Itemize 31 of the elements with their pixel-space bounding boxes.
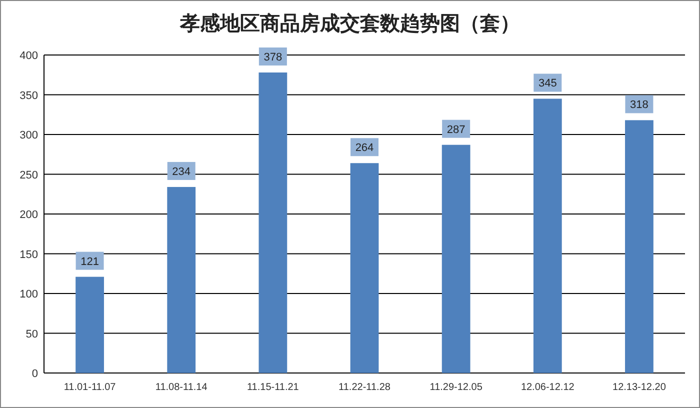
- x-tick-label: 11.22-11.28: [338, 382, 391, 393]
- data-label: 378: [264, 51, 282, 64]
- bar: [442, 144, 470, 373]
- y-tick-label: 400: [20, 50, 38, 62]
- y-tick-label: 200: [20, 209, 38, 221]
- x-tick-label: 11.08-11.14: [155, 382, 208, 393]
- data-label: 121: [80, 256, 99, 268]
- bar: [625, 120, 654, 373]
- y-tick-label: 300: [20, 130, 38, 142]
- bar: [167, 186, 196, 373]
- y-tick-label: 50: [26, 328, 38, 340]
- data-label: 345: [538, 78, 557, 90]
- x-tick-label: 12.13-12.20: [612, 382, 666, 393]
- bar: [76, 276, 104, 373]
- bar: [350, 163, 379, 373]
- x-tick-label: 11.01-11.07: [64, 382, 116, 393]
- chart-title: 孝感地区商品房成交套数趋势图（套）: [179, 12, 520, 35]
- data-label: 264: [355, 142, 374, 154]
- bar: [533, 98, 562, 373]
- y-tick-label: 0: [32, 368, 38, 380]
- y-tick-label: 250: [20, 169, 38, 182]
- x-tick-label: 11.15-11.21: [246, 382, 300, 393]
- y-tick-label: 150: [20, 248, 38, 261]
- bar: [258, 72, 288, 373]
- data-label: 318: [630, 99, 648, 112]
- data-label: 287: [446, 124, 466, 136]
- y-tick-label: 350: [20, 90, 38, 102]
- y-tick-label: 100: [20, 288, 38, 300]
- x-tick-label: 12.06-12.12: [520, 382, 575, 393]
- data-label: 234: [172, 166, 191, 178]
- x-tick-label: 11.29-12.05: [430, 382, 483, 393]
